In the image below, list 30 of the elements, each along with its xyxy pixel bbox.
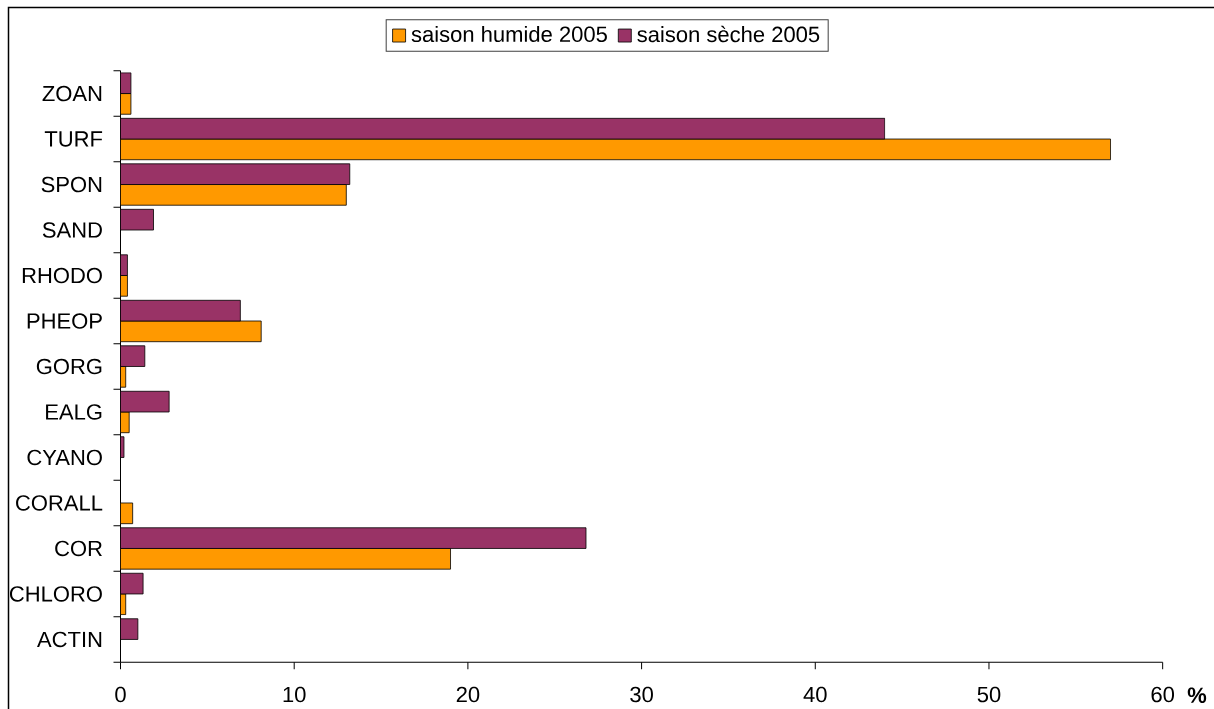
- x-tick-label: 30: [630, 686, 653, 703]
- bar: [120, 138, 1111, 161]
- y-tick-label: PHEOP: [27, 313, 102, 329]
- y-tick-label: CHLORO: [9, 586, 102, 602]
- x-tick-label: 0: [115, 686, 126, 703]
- x-tick-label: 10: [283, 686, 306, 703]
- y-tick-label: GORG: [36, 358, 102, 375]
- y-tick-label: CYANO: [27, 449, 102, 466]
- x-tick-label: 40: [803, 686, 827, 703]
- y-tick-label: SPON: [41, 176, 102, 193]
- x-tick-label: 20: [456, 686, 480, 703]
- x-tick-label: 50: [977, 686, 1001, 703]
- y-tick-label: SAND: [42, 222, 102, 238]
- bar: [120, 436, 125, 458]
- legend-label: saison humide 2005: [411, 25, 607, 43]
- y-tick-label: ACTIN: [37, 631, 102, 648]
- bar: [120, 320, 262, 343]
- bar: [120, 618, 139, 640]
- y-tick-label: EALG: [46, 404, 102, 420]
- bar: [120, 184, 347, 206]
- bar: [120, 548, 451, 570]
- y-tick-label: TURF: [44, 131, 103, 147]
- y-tick-label: ZOAN: [42, 85, 102, 102]
- y-tick-label: RHODO: [22, 267, 102, 284]
- y-tick-label: COR: [55, 540, 102, 557]
- x-axis-title: %: [1187, 687, 1207, 703]
- bar: [120, 208, 154, 231]
- x-tick-label: 60: [1151, 686, 1175, 703]
- legend-label: saison sèche 2005: [637, 25, 820, 43]
- y-tick-label: CORALL: [16, 495, 103, 511]
